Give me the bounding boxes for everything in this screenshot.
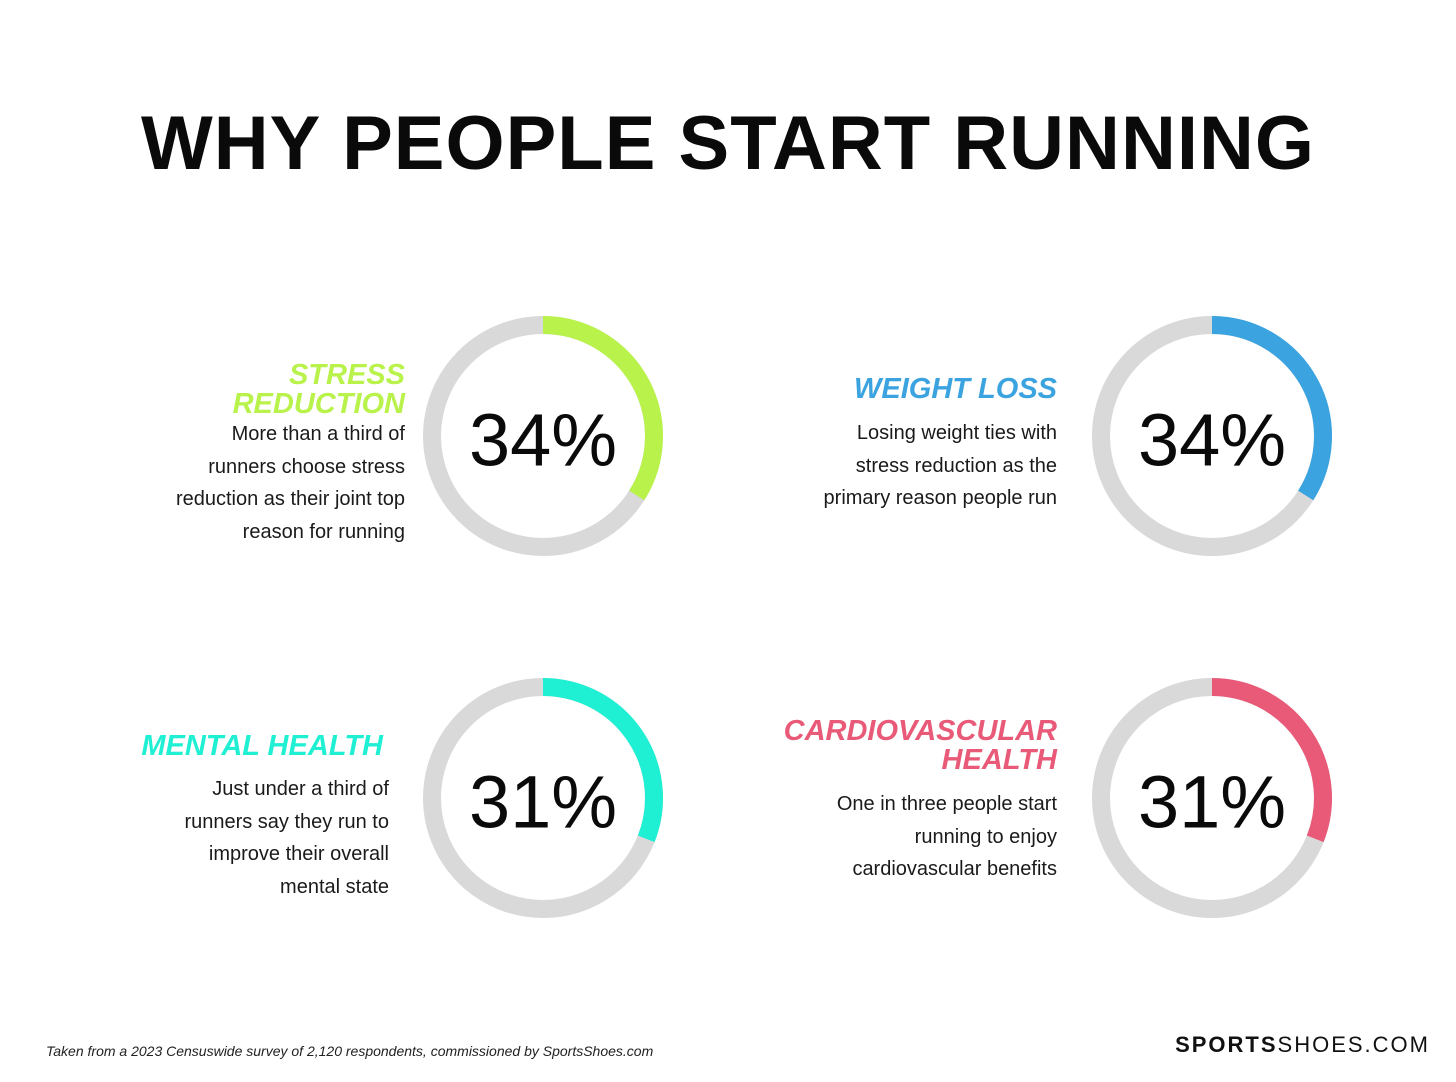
- stat-label-stress-reduction: STRESS REDUCTION: [150, 361, 405, 419]
- donut-chart-stress-reduction: 34%: [423, 316, 663, 556]
- description-line: reduction as their joint top: [175, 488, 405, 510]
- description-line: running to enjoy: [914, 825, 1057, 848]
- stat-description-weight-loss: Losing weight ties with stress reduction…: [760, 417, 1057, 515]
- stat-label-weight-loss: WEIGHT LOSS: [760, 375, 1057, 404]
- donut-chart-cardiovascular-health: 31%: [1092, 678, 1332, 918]
- donut-value-arc: [542, 316, 663, 501]
- stat-label-line: MENTAL HEALTH: [141, 730, 383, 762]
- description-line: cardiovascular benefits: [852, 858, 1057, 880]
- description-line: improve their overall: [208, 843, 389, 865]
- description-line: runners choose stress: [208, 455, 405, 478]
- donut-chart-weight-loss: 34%: [1092, 316, 1332, 556]
- brand-logo: SPORTSSHOES.COM: [1175, 1032, 1430, 1058]
- donut-percent-label: 34%: [469, 399, 617, 482]
- description-line: Just under a third of: [212, 778, 389, 800]
- description-line: primary reason people run: [823, 487, 1057, 509]
- description-line: More than a third of: [231, 423, 405, 445]
- stat-description-mental-health: Just under a third of runners say they r…: [100, 773, 389, 903]
- donut-percent-label: 31%: [1138, 761, 1286, 844]
- description-line: mental state: [280, 875, 389, 898]
- source-footnote: Taken from a 2023 Censuswide survey of 2…: [46, 1043, 654, 1059]
- stat-description-stress-reduction: More than a third of runners choose stre…: [100, 418, 405, 548]
- description-line: runners say they run to: [184, 810, 389, 833]
- stat-label-line: REDUCTION: [232, 388, 405, 420]
- description-line: Losing weight ties with: [856, 422, 1057, 444]
- description-line: reason for running: [242, 520, 405, 543]
- donut-percent-label: 31%: [469, 761, 617, 844]
- donut-value-arc: [1211, 678, 1332, 843]
- donut-value-arc: [1211, 316, 1332, 501]
- donut-chart-mental-health: 31%: [423, 678, 663, 918]
- page-title: WHY PEOPLE START RUNNING: [141, 101, 1315, 186]
- description-line: One in three people start: [836, 793, 1057, 815]
- description-line: stress reduction as the: [855, 454, 1057, 477]
- stat-description-cardiovascular-health: One in three people start running to enj…: [760, 788, 1057, 886]
- donut-percent-label: 34%: [1138, 399, 1286, 482]
- stat-label-line: HEALTH: [941, 744, 1057, 776]
- stat-label-line: CARDIOVASCULAR: [783, 715, 1057, 747]
- stat-label-line: WEIGHT LOSS: [854, 373, 1057, 405]
- donut-value-arc: [542, 678, 663, 843]
- brand-logo-bold: SPORTS: [1175, 1032, 1278, 1057]
- stat-label-mental-health: MENTAL HEALTH: [100, 732, 383, 761]
- stat-label-cardiovascular-health: CARDIOVASCULAR HEALTH: [740, 717, 1057, 775]
- brand-logo-light: SHOES.COM: [1277, 1032, 1430, 1057]
- stat-label-line: STRESS: [288, 359, 405, 391]
